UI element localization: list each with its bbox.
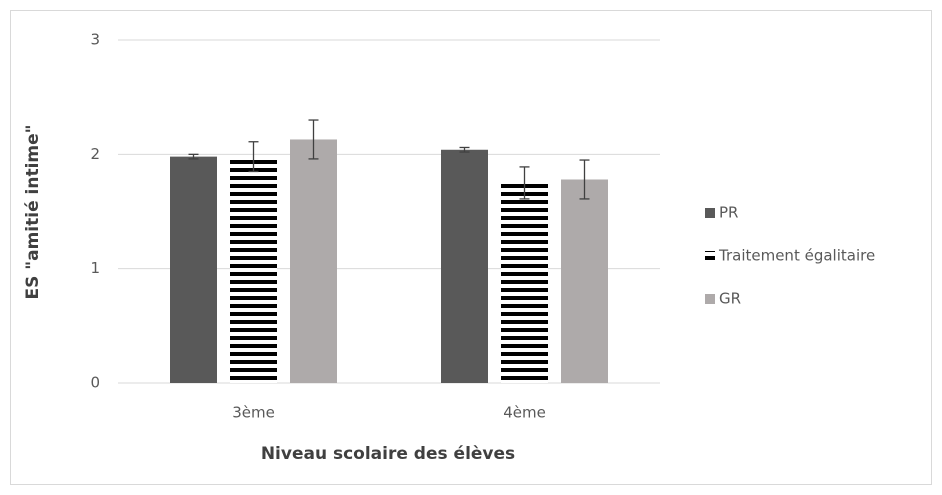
bar [170, 156, 217, 383]
error-bar [188, 153, 199, 160]
bar [561, 179, 608, 383]
x-tick-label: 4ème [503, 404, 546, 422]
legend-swatch [705, 251, 715, 261]
error-bar [579, 159, 590, 200]
y-tick-label: 3 [90, 31, 100, 49]
error-bar [308, 119, 319, 160]
x-axis-title: Niveau scolaire des élèves [261, 444, 515, 464]
y-tick-label: 1 [90, 259, 100, 277]
bar [501, 182, 548, 383]
legend-label: GR [719, 290, 741, 308]
y-axis-title: ES "amitié intime" [23, 124, 43, 299]
legend-swatch [705, 208, 715, 218]
legend-label: Traitement égalitaire [718, 247, 875, 265]
legend-label: PR [719, 204, 738, 222]
bar [441, 149, 488, 383]
x-tick-label: 3ème [232, 404, 275, 422]
legend-swatch [705, 294, 715, 304]
y-tick-label: 2 [90, 145, 100, 163]
y-tick-label: 0 [90, 374, 100, 392]
bar [230, 156, 277, 383]
bar [290, 139, 337, 383]
error-bar [519, 166, 530, 200]
error-bar [248, 141, 259, 173]
error-bar [459, 146, 470, 153]
